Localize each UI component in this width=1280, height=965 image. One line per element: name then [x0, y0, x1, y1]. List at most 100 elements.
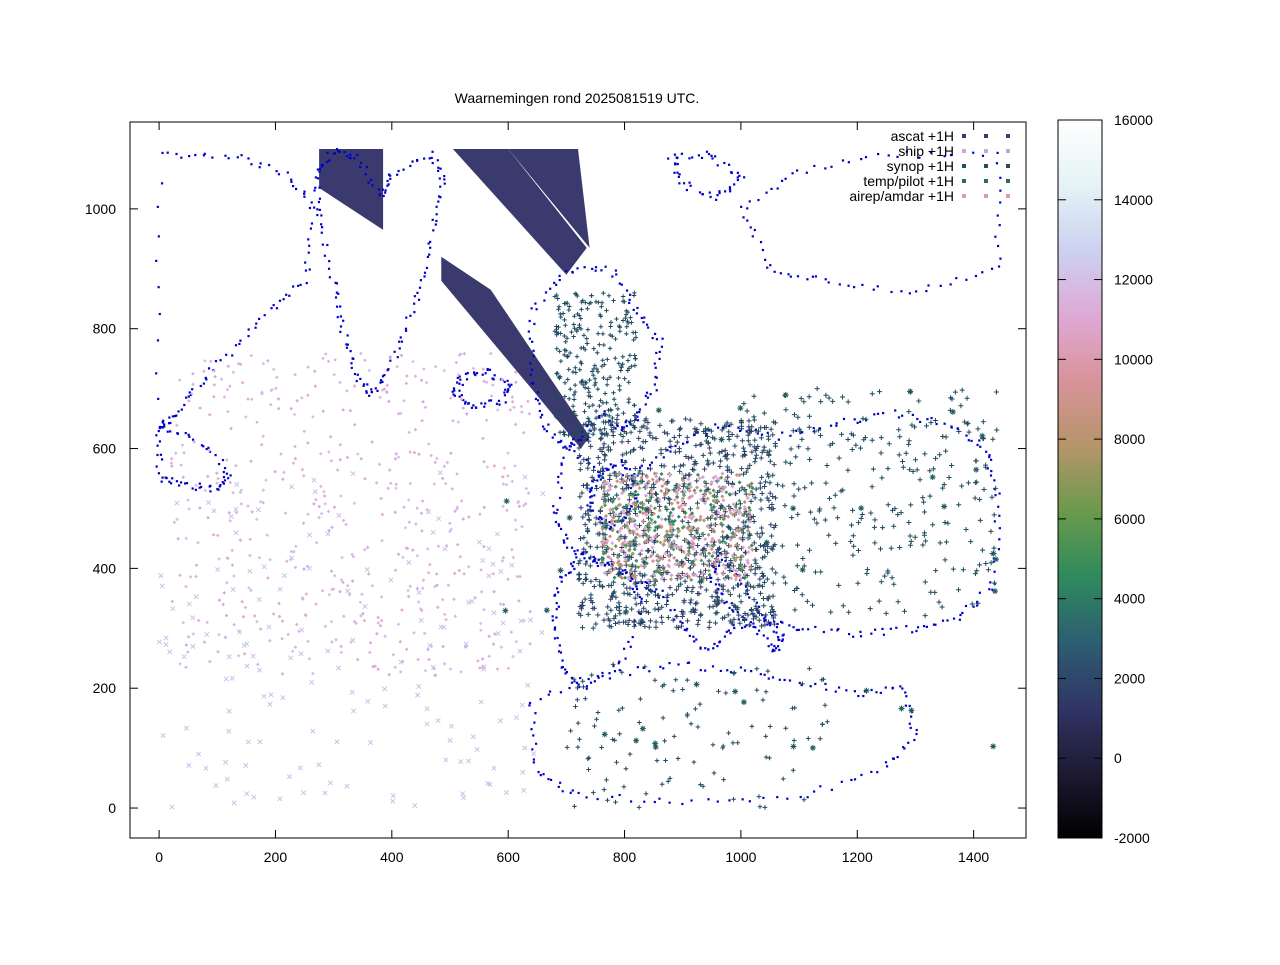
coast-mark — [559, 651, 563, 654]
airep-mark — [675, 500, 680, 505]
ship-mark — [490, 561, 496, 567]
coast-mark — [876, 412, 880, 415]
airep-mark — [476, 659, 480, 663]
coast-mark — [207, 446, 210, 449]
airep-mark — [742, 499, 747, 504]
coast-mark — [563, 541, 566, 544]
ship-mark — [206, 500, 212, 506]
synop-mark — [744, 408, 750, 414]
synop-mark — [800, 556, 806, 562]
coast-mark — [699, 669, 702, 672]
synop-mark — [645, 420, 651, 426]
airep-mark — [445, 460, 450, 465]
coast-mark — [609, 525, 612, 529]
airep-mark — [192, 440, 196, 444]
coast-mark — [240, 154, 243, 157]
airep-mark — [491, 572, 496, 576]
airep-mark — [275, 375, 279, 380]
coast-mark — [749, 226, 752, 229]
temp-mark — [858, 505, 865, 512]
coast-mark — [503, 380, 506, 384]
coast-mark — [308, 268, 311, 271]
airep-mark — [501, 482, 506, 486]
coast-mark — [830, 165, 833, 168]
coast-mark — [745, 624, 748, 627]
airep-mark — [610, 527, 615, 532]
synop-mark — [980, 547, 986, 553]
coast-mark — [383, 373, 386, 377]
airep-mark — [461, 406, 465, 410]
airep-mark — [520, 524, 524, 529]
airep-mark — [216, 476, 220, 481]
synop-mark — [644, 425, 650, 431]
airep-mark — [489, 351, 493, 356]
airep-mark — [657, 497, 662, 502]
synop-mark — [621, 549, 627, 555]
synop-mark — [587, 419, 592, 424]
airep-mark — [302, 429, 306, 434]
coast-mark — [658, 350, 661, 353]
synop-mark — [751, 597, 757, 603]
synop-mark — [942, 520, 948, 526]
coast-mark — [719, 669, 722, 673]
synop-mark — [552, 294, 558, 299]
synop-mark — [643, 599, 649, 605]
synop-mark — [781, 574, 787, 580]
coast-mark — [795, 628, 798, 632]
synop-mark — [759, 623, 765, 629]
coast-mark — [483, 405, 486, 408]
coast-mark — [173, 414, 177, 418]
synop-mark — [615, 572, 621, 578]
airep-mark — [321, 356, 325, 361]
airep-mark — [603, 570, 608, 575]
legend-label: ascat +1H — [891, 128, 954, 144]
synop-mark — [616, 619, 622, 625]
airep-mark — [708, 490, 713, 495]
synop-mark — [663, 758, 668, 763]
ship-mark — [436, 516, 442, 522]
coast-mark — [727, 629, 730, 632]
airep-mark — [672, 498, 677, 503]
synop-mark — [624, 308, 629, 314]
airep-mark — [734, 508, 739, 513]
synop-mark — [922, 613, 928, 619]
coast-mark — [618, 793, 621, 797]
airep-mark — [306, 393, 310, 398]
airep-mark — [655, 562, 660, 567]
coast-mark — [661, 337, 664, 340]
synop-mark — [933, 455, 939, 461]
synop-mark — [671, 487, 677, 493]
airep-mark — [660, 556, 665, 561]
synop-mark — [585, 465, 591, 471]
synop-mark — [977, 562, 983, 568]
synop-mark — [581, 333, 587, 338]
synop-mark — [586, 512, 592, 518]
coast-mark — [877, 152, 880, 156]
airep-mark — [638, 509, 643, 514]
coast-mark — [834, 690, 837, 693]
coast-mark — [687, 661, 691, 664]
coast-mark — [756, 632, 759, 636]
coast-mark — [404, 327, 408, 330]
temp-mark — [655, 407, 662, 414]
synop-mark — [821, 676, 826, 682]
synop-mark — [849, 522, 855, 528]
synop-mark — [974, 479, 980, 485]
y-tick-label: 1000 — [85, 201, 116, 217]
temp-mark — [698, 577, 705, 584]
coast-mark — [161, 151, 164, 155]
coast-mark — [345, 155, 349, 158]
coast-mark — [812, 790, 816, 793]
airep-mark — [421, 578, 426, 583]
coast-mark — [343, 150, 346, 154]
airep-mark — [352, 422, 357, 427]
coast-mark — [551, 615, 554, 618]
airep-mark — [686, 477, 691, 482]
airep-mark — [422, 631, 427, 636]
airep-mark — [602, 479, 607, 484]
synop-mark — [872, 524, 878, 530]
airep-mark — [255, 517, 259, 522]
airep-mark — [624, 543, 629, 548]
synop-mark — [771, 525, 777, 531]
ascat-swath — [452, 148, 587, 275]
